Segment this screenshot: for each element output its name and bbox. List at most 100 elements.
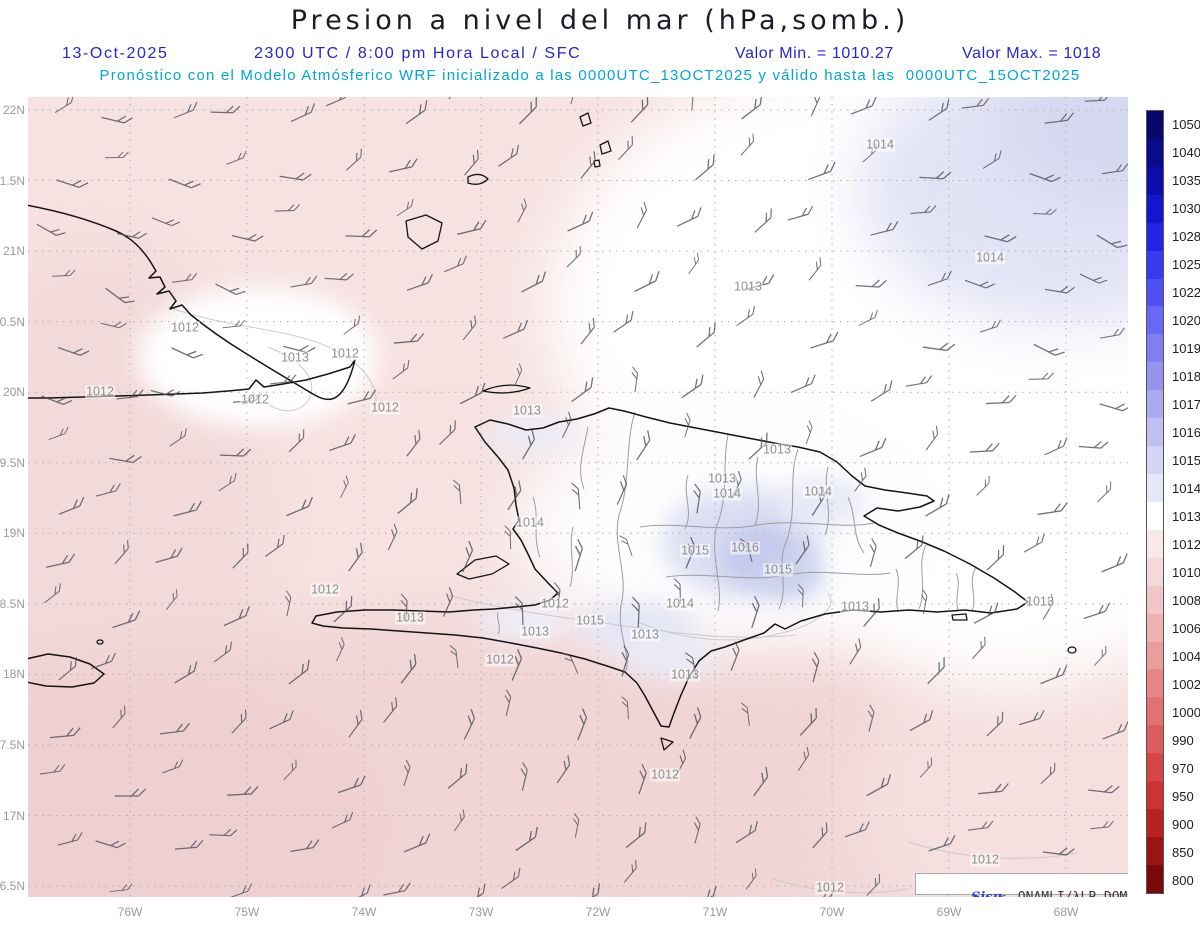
colorbar-cell [1147,111,1163,139]
x-axis-label: 74W [351,905,377,919]
watermark-text: - ONAMLI/λLP.DOM. [1002,890,1128,897]
colorbar-tick: 990 [1172,733,1194,748]
colorbar-cell [1147,418,1163,447]
great-inagua-island [405,214,443,250]
colorbar-cell [1147,446,1163,474]
colorbar-cell [1147,669,1163,698]
map-canvas [28,97,1128,897]
y-axis-label: 19N [2,526,25,541]
colorbar-tick: 1022 [1172,285,1200,300]
colorbar-cell [1147,250,1163,279]
colorbar-cells [1146,110,1164,894]
turks-caicos-islands [579,112,612,168]
watermark-brand: Sisπ [971,890,1002,897]
colorbar-tick: 1025 [1172,257,1200,272]
hispaniola-coastline [311,407,1029,728]
colorbar-cell [1147,585,1163,614]
y-axis-label: 9.5N [0,455,25,470]
colorbar-tick: 1014 [1172,481,1200,496]
y-axis-label: 21N [2,244,25,259]
y-axis-label: 0.5N [0,314,25,329]
colorbar-cell [1147,557,1163,586]
colorbar: 1050 1040 1035 1030 1028 1025 1022 1020 1019 1018… [1146,110,1200,894]
tortuga-island [482,384,531,394]
colorbar-tick: 1013 [1172,509,1200,524]
min-value-label: Valor Min. = 1010.27 [735,45,894,62]
colorbar-cell [1147,864,1163,893]
x-axis-label: 69W [936,905,962,919]
colorbar-tick: 900 [1172,817,1194,832]
colorbar-cell [1147,194,1163,223]
colorbar-cell [1147,725,1163,754]
colorbar-tick: 1006 [1172,621,1200,636]
valid-time: 2300 UTC / 8:00 pm Hora Local / SFC [254,45,582,62]
colorbar-tick: 1008 [1172,593,1200,608]
colorbar-tick: 1000 [1172,705,1200,720]
x-axis: 76W 75W 74W 73W 72W 71W 70W 69W 68W [28,899,1128,923]
mona-island [1067,646,1077,654]
colorbar-tick: 1030 [1172,201,1200,216]
colorbar-cell [1147,809,1163,837]
colorbar-cell [1147,697,1163,726]
colorbar-cell [1147,753,1163,782]
colorbar-tick: 850 [1172,845,1194,860]
x-axis-label: 68W [1053,905,1079,919]
y-axis-label: 20N [2,385,25,400]
colorbar-cell [1147,781,1163,810]
colorbar-cell [1147,473,1163,502]
colorbar-tick: 1020 [1172,313,1200,328]
colorbar-tick: 970 [1172,761,1194,776]
colorbar-cell [1147,836,1163,865]
pressure-shading [28,97,1128,897]
colorbar-cell [1147,138,1163,167]
forecast-note: Pronóstico con el Modelo Atmósferico WRF… [99,67,1081,84]
y-axis-label: 17N [2,808,25,823]
colorbar-cell [1147,613,1163,642]
colorbar-cell [1147,222,1163,251]
colorbar-cell [1147,334,1163,363]
y-axis-label: 22N [2,103,25,117]
colorbar-cell [1147,306,1163,335]
y-axis-label: 18N [2,667,25,682]
colorbar-cell [1147,362,1163,391]
colorbar-tick: 1012 [1172,537,1200,552]
colorbar-tick: 800 [1172,873,1194,888]
y-axis: 22N 1.5N 21N 0.5N 20N 9.5N 19N 8.5N 18N 7.5N 17N 6.… [0,97,26,897]
colorbar-tick: 1002 [1172,677,1200,692]
x-axis-label: 76W [117,905,143,919]
watermark: Sisπ- ONAMLI/λLP.DOM. [915,873,1128,897]
colorbar-cell [1147,166,1163,195]
colorbar-tick: 1028 [1172,229,1200,244]
x-axis-label: 73W [468,905,494,919]
colorbar-tick: 1015 [1172,453,1200,468]
colorbar-tick: 950 [1172,789,1194,804]
colorbar-tick: 1019 [1172,341,1200,356]
max-value-label: Valor Max. = 1018 [962,45,1102,62]
colorbar-tick: 1017 [1172,397,1200,412]
colorbar-cell [1147,278,1163,307]
cuba-coastline [28,204,356,401]
page-title: Presion a nivel del mar (hPa,somb.) [290,5,910,36]
coastlines [28,112,1077,751]
colorbar-tick: 1050 [1172,117,1200,132]
colorbar-tick: 1010 [1172,565,1200,580]
x-axis-label: 72W [585,905,611,919]
wind-barbs [36,97,1128,897]
colorbar-tick: 1016 [1172,425,1200,440]
y-axis-label: 8.5N [0,596,25,611]
saona-island [951,613,968,621]
small-islet [96,639,104,645]
valid-date: 13-Oct-2025 [62,45,169,62]
x-axis-label: 75W [234,905,260,919]
colorbar-tick: 1004 [1172,649,1200,664]
colorbar-tick: 1040 [1172,145,1200,160]
y-axis-label: 6.5N [0,879,25,894]
colorbar-cell [1147,529,1163,558]
colorbar-cell [1147,641,1163,670]
colorbar-tick: 1018 [1172,369,1200,384]
colorbar-cell [1147,390,1163,419]
colorbar-tick: 1035 [1172,173,1200,188]
jamaica-coastline [28,653,105,688]
map-plot: 1014 1014 1013 1012 1013 1012 1012 1012 1012 1013… [28,97,1128,897]
beata-island [660,737,674,751]
